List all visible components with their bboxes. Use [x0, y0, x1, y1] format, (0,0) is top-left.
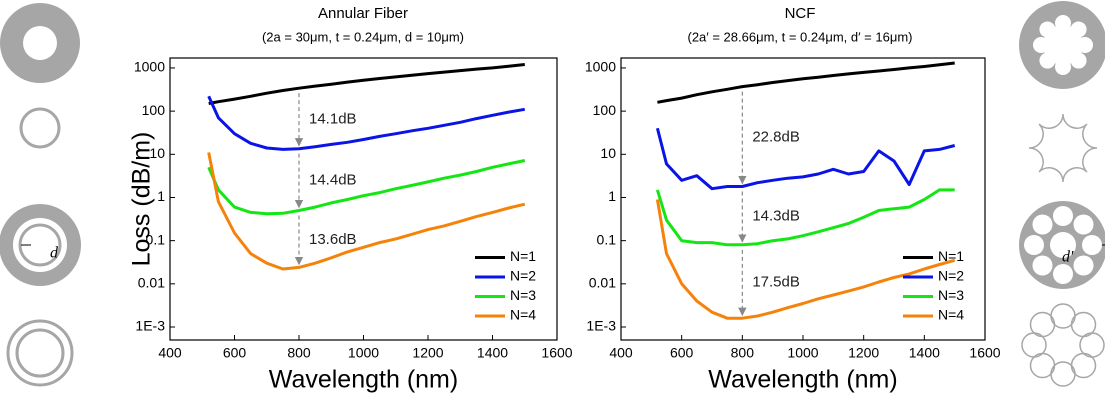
- series-line: [207, 159, 526, 216]
- chart-subtitle: (2a = 30μm, t = 0.24μm, d = 10μm): [262, 29, 464, 44]
- legend-label: N=1: [510, 248, 536, 264]
- series-line: [657, 61, 955, 104]
- ncf-lobe: [1039, 52, 1056, 69]
- y-tick-label: 100: [593, 102, 617, 118]
- x-axis-label: Wavelength (nm): [269, 366, 458, 394]
- x-tick-label: 600: [670, 345, 694, 361]
- x-tick-label: 1400: [909, 345, 940, 361]
- ncf-hole: [1082, 235, 1102, 255]
- x-tick-label: 1200: [412, 345, 443, 361]
- x-tick-label: 1600: [541, 345, 572, 361]
- legend-label: N=3: [938, 287, 964, 303]
- series-line: [655, 188, 955, 247]
- chart-subtitle: (2a′ = 28.66μm, t = 0.24μm, d′ = 16μm): [688, 29, 913, 44]
- legend-label: N=4: [938, 307, 964, 323]
- ncf-lobe: [1077, 37, 1093, 53]
- legend-label: N=2: [938, 268, 964, 284]
- series-line: [208, 63, 525, 105]
- y-tick-label: 1: [157, 188, 165, 204]
- y-tick-label: 0.01: [138, 275, 165, 291]
- chart-title: NCF: [785, 5, 816, 22]
- ncf-lobe: [1055, 15, 1071, 31]
- x-tick-label: 1400: [477, 345, 508, 361]
- legend-label: N=2: [510, 268, 536, 284]
- inner-ring: [18, 223, 62, 267]
- x-tick-label: 1600: [969, 345, 1000, 361]
- series-line: [207, 152, 526, 271]
- annotation: 14.1dB: [309, 110, 357, 127]
- y-tick-label: 1E-3: [586, 318, 616, 334]
- y-tick-label: 10: [600, 145, 616, 161]
- x-tick-label: 1200: [848, 345, 879, 361]
- ncf-lobe: [1055, 59, 1071, 75]
- annotation: 13.6dB: [309, 231, 357, 248]
- y-tick-label: 0.1: [146, 231, 166, 247]
- thin-ring: [19, 107, 61, 149]
- annotation: 14.4dB: [309, 172, 357, 189]
- ncf-hole: [1073, 255, 1094, 276]
- ncf-hole: [1073, 214, 1094, 235]
- x-tick-label: 1000: [348, 345, 379, 361]
- x-tick-label: 1000: [787, 345, 818, 361]
- d-prime-label: d′: [1062, 249, 1074, 266]
- legend-label: N=1: [938, 248, 964, 264]
- x-tick-label: 600: [223, 345, 247, 361]
- outer-ring: [6, 319, 74, 387]
- d-label: d: [50, 245, 59, 262]
- x-tick-label: 800: [731, 345, 755, 361]
- ncf-lobe: [1039, 21, 1056, 38]
- ncf-lobe: [1070, 21, 1087, 38]
- y-tick-label: 1E-3: [135, 318, 165, 334]
- ncf-hole: [1024, 235, 1044, 255]
- y-tick-label: 1000: [585, 59, 616, 75]
- x-tick-label: 800: [287, 345, 311, 361]
- ncf-hole: [1053, 264, 1073, 284]
- annular-hole: [23, 26, 57, 60]
- ncf-hole: [1032, 214, 1053, 235]
- ncf-tube: [1070, 311, 1097, 338]
- series-line: [655, 199, 956, 320]
- ncf-lobe: [1070, 52, 1087, 69]
- fiber-diagrams-left: d: [0, 3, 81, 387]
- annotation: 22.8dB: [752, 128, 800, 145]
- chart-title: Annular Fiber: [318, 5, 408, 22]
- ncf-hole: [1032, 255, 1053, 276]
- series-line: [207, 95, 526, 151]
- y-tick-label: 1000: [134, 59, 165, 75]
- series-line: [655, 127, 956, 191]
- y-tick-label: 1: [608, 188, 616, 204]
- legend-label: N=3: [510, 287, 536, 303]
- y-tick-label: 0.01: [589, 275, 616, 291]
- ncf-core-2: [1050, 232, 1076, 258]
- annotation: 14.3dB: [752, 208, 800, 225]
- y-tick-label: 100: [142, 102, 166, 118]
- inner-ring: [15, 328, 65, 378]
- ncf-lobe: [1033, 37, 1049, 53]
- y-tick-label: 10: [149, 145, 165, 161]
- ncf-hole: [1053, 206, 1073, 226]
- x-tick-label: 400: [158, 345, 182, 361]
- fiber-diagrams-right: d′: [1019, 1, 1105, 387]
- y-tick-label: 0.1: [597, 231, 617, 247]
- x-axis-label: Wavelength (nm): [708, 366, 897, 394]
- y-axis-label: Loss (dB/m): [128, 132, 156, 267]
- annotation: 17.5dB: [752, 273, 800, 290]
- ncf-outline: [1028, 113, 1098, 183]
- legend-label: N=4: [510, 307, 536, 323]
- x-tick-label: 400: [609, 345, 633, 361]
